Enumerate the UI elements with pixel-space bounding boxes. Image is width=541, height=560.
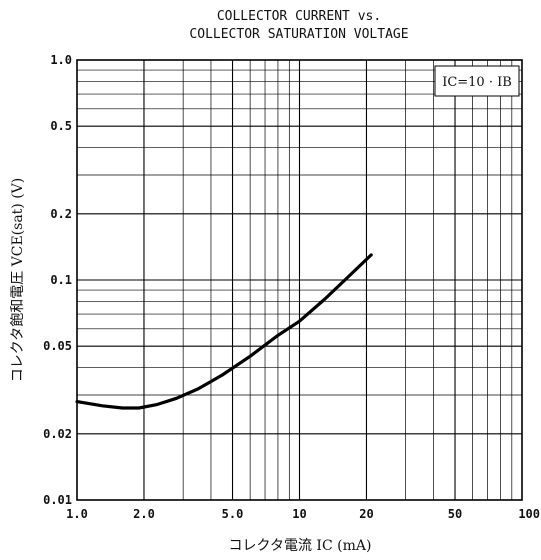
x-tick-labels: 1.0 2.0 5.0 10 20 50 100 [66, 507, 540, 521]
annotation-box [434, 65, 520, 97]
x-tick-label: 2.0 [133, 507, 155, 521]
series-line [75, 253, 373, 410]
y-tick-label: 0.02 [43, 427, 72, 441]
x-tick-label: 100 [518, 507, 540, 521]
y-tick-label: 1.0 [50, 53, 72, 67]
chart-title-line-2: COLLECTOR SATURATION VOLTAGE [189, 27, 408, 42]
x-tick-label: 20 [359, 507, 373, 521]
annotation-text: IC=10 · IB [442, 75, 512, 90]
x-tick-label: 50 [448, 507, 462, 521]
y-tick-label: 0.05 [43, 339, 72, 353]
y-tick-labels: 1.0 0.5 0.2 0.1 0.05 0.02 0.01 [43, 53, 72, 507]
chart-title-line-1: COLLECTOR CURRENT vs. [217, 9, 381, 24]
plot-frame [76, 59, 523, 501]
y-tick-label: 0.5 [50, 119, 72, 133]
y-axis-label: コレクタ飽和電圧 VCE(sat) (V) [9, 178, 26, 383]
x-tick-label: 10 [292, 507, 306, 521]
major-grid [77, 60, 522, 500]
x-tick-label: 5.0 [222, 507, 244, 521]
y-tick-label: 0.01 [43, 493, 72, 507]
x-tick-label: 1.0 [66, 507, 88, 521]
y-tick-label: 0.1 [50, 273, 72, 287]
x-axis-label: コレクタ電流 IC (mA) [229, 538, 372, 554]
y-tick-label: 0.2 [50, 207, 72, 221]
